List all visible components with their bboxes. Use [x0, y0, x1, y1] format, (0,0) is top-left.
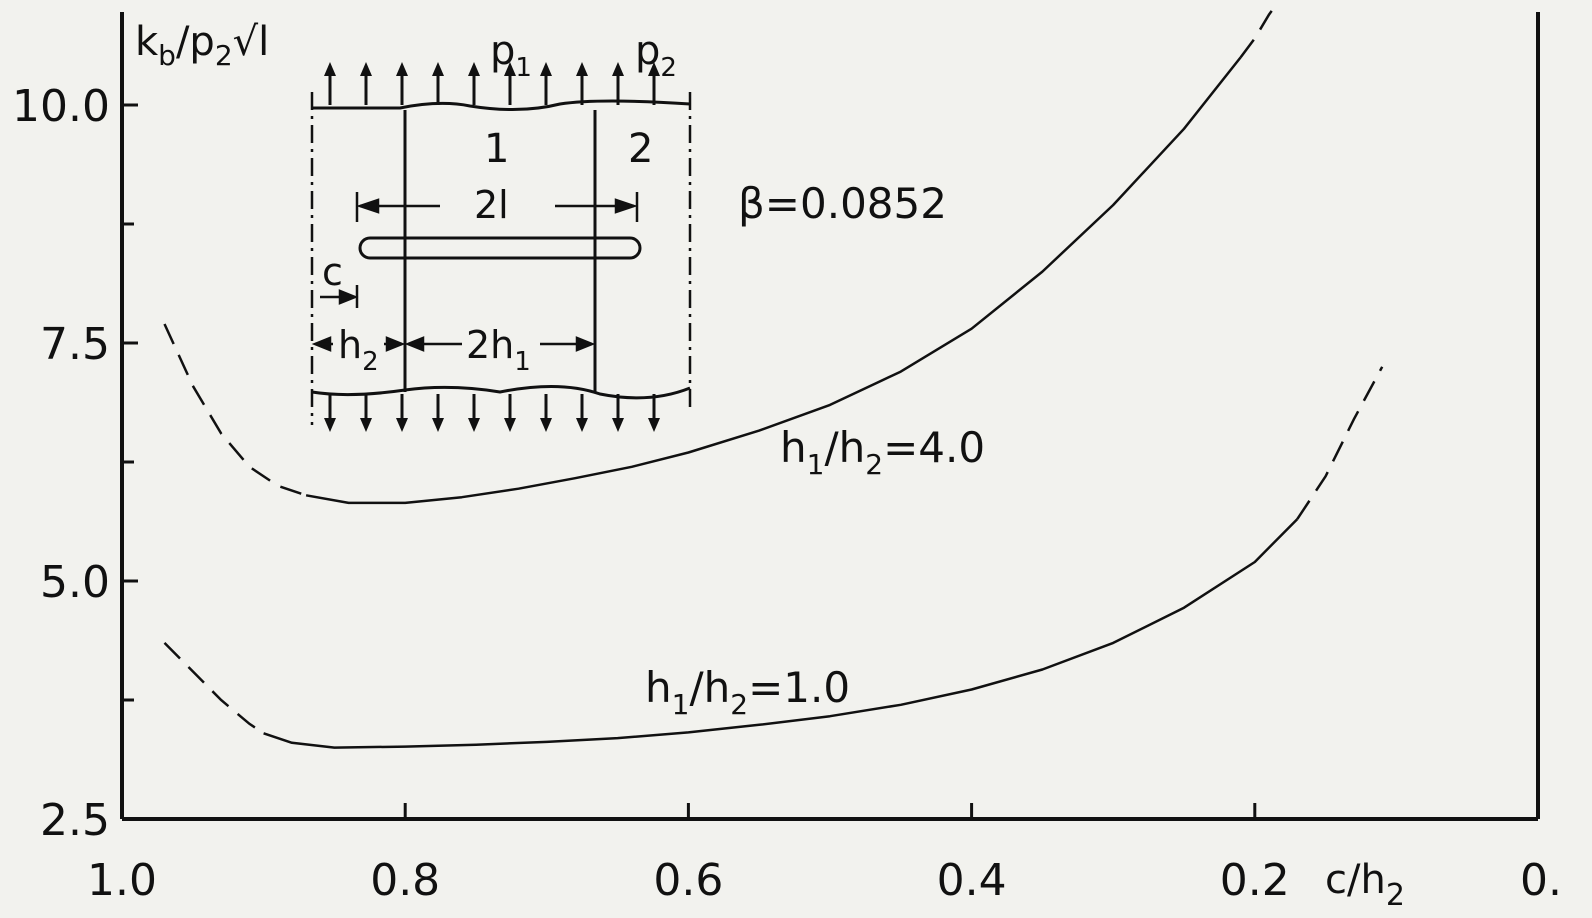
- specimen-inset: p1 p2 1 2 2l c h2 2h1: [310, 28, 692, 432]
- x-tick-label: 0.8: [370, 855, 440, 906]
- inset-top-arrowhead: [540, 62, 552, 76]
- inset-dim-2h1: [404, 336, 596, 352]
- inset-bottom-arrows: [324, 394, 660, 432]
- y-tick-label: 2.5: [40, 795, 110, 846]
- inset-bottom-arrowhead: [396, 418, 408, 432]
- inset-p1-label: p1: [490, 28, 532, 83]
- tick-labels: 1.0 0.8 0.6 0.4 0.2 0. 2.5 5.0 7.5 10.0: [12, 81, 1562, 906]
- ticks: [120, 103, 1540, 821]
- inset-bottom-arrowhead: [432, 418, 444, 432]
- series-0-solid-line: [305, 56, 1242, 505]
- inset-top-arrowhead: [468, 62, 480, 76]
- inset-dim-2l: [355, 192, 639, 222]
- inset-bottom-arrowhead: [540, 418, 552, 432]
- y-tick-label: 5.0: [40, 557, 110, 608]
- series-0-dashed-extension: [163, 323, 307, 497]
- x-axis-title: c/h2: [1325, 857, 1405, 913]
- series-label-h4: h1/h2=4.0: [780, 423, 985, 481]
- inset-bottom-arrowhead: [576, 418, 588, 432]
- inset-top-arrows: [324, 62, 660, 105]
- inset-h2-label: h2: [338, 323, 379, 377]
- y-tick-label: 10.0: [12, 81, 110, 132]
- x-tick-label: 1.0: [87, 855, 157, 906]
- inset-top-arrowhead: [576, 62, 588, 76]
- inset-c-label: c: [322, 250, 343, 294]
- inset-bottom-arrowhead: [648, 418, 660, 432]
- axes: [120, 12, 1540, 821]
- inset-p2-label: p2: [635, 28, 677, 83]
- inset-top-arrowhead: [432, 62, 444, 76]
- inset-top-arrowhead: [396, 62, 408, 76]
- inset-dim-c: [320, 285, 359, 308]
- y-axis-title: kb/p2√l: [135, 19, 269, 72]
- inset-top-edge: [312, 99, 691, 112]
- inset-top-arrowhead: [648, 62, 660, 76]
- series-label-h1: h1/h2=1.0: [645, 663, 850, 721]
- series-1-dashed-extension: [163, 642, 265, 735]
- inset-2l-label: 2l: [474, 183, 509, 227]
- inset-bottom-arrowhead: [324, 418, 336, 432]
- inset-region-2-label: 2: [628, 126, 653, 172]
- inset-bottom-arrowhead: [360, 418, 372, 432]
- series-0-dashed-extension: [1239, 4, 1278, 59]
- y-tick-label: 7.5: [40, 319, 110, 370]
- inset-top-arrowhead: [324, 62, 336, 76]
- x-tick-label: 0.4: [937, 855, 1007, 906]
- series-1-dashed-extension: [1296, 366, 1384, 520]
- inset-top-arrowhead: [504, 62, 516, 76]
- beta-annotation: β=0.0852: [738, 179, 947, 228]
- inset-region-1-label: 1: [484, 126, 509, 172]
- series-1-solid-line: [263, 518, 1299, 749]
- x-tick-label: 0.2: [1220, 855, 1290, 906]
- x-tick-label: 0.: [1520, 855, 1562, 906]
- inset-crack: [358, 236, 642, 260]
- inset-bottom-arrowhead: [612, 418, 624, 432]
- inset-top-arrowhead: [360, 62, 372, 76]
- inset-top-arrowhead: [612, 62, 624, 76]
- curves: [163, 4, 1384, 749]
- inset-bottom-arrowhead: [504, 418, 516, 432]
- inset-dim-h2: [311, 336, 406, 352]
- inset-2h1-label: 2h1: [466, 323, 531, 377]
- inset-bottom-arrowhead: [468, 418, 480, 432]
- x-tick-label: 0.6: [653, 855, 723, 906]
- inset-bottom-edge: [311, 384, 691, 400]
